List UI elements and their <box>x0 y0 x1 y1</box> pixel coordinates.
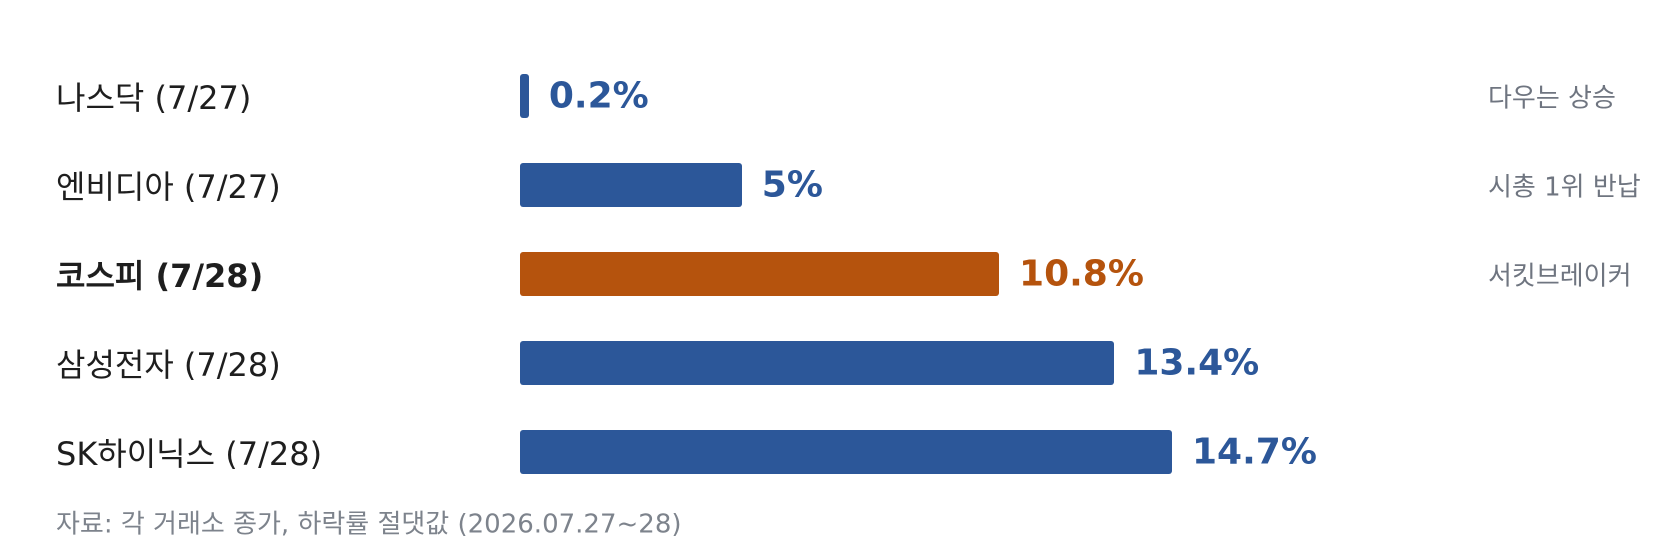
bar <box>520 430 1172 474</box>
category-label: 나스닥 (7/27) <box>56 79 252 117</box>
value-label: 14.7% <box>1192 431 1317 473</box>
annotation-note: 시총 1위 반납 <box>1488 172 1641 203</box>
bar <box>520 252 1000 296</box>
category-label: 엔비디아 (7/27) <box>56 168 281 206</box>
annotation-note: 다우는 상승 <box>1488 83 1616 114</box>
bar <box>520 163 742 207</box>
value-label: 10.8% <box>1019 253 1144 295</box>
value-label: 13.4% <box>1134 342 1260 384</box>
category-label: 삼성전자 (7/28) <box>56 346 281 384</box>
bar <box>520 341 1115 385</box>
bar <box>520 74 529 118</box>
value-label: 0.2% <box>548 75 649 117</box>
category-label: SK하이닉스 (7/28) <box>56 435 323 473</box>
annotation-note: 서킷브레이커 <box>1488 261 1632 292</box>
source-note: 자료: 각 거래소 종가, 하락률 절댓값 (2026.07.27~28) <box>56 509 682 540</box>
category-label: 코스피 (7/28) <box>56 257 264 295</box>
value-label: 5% <box>761 164 823 206</box>
